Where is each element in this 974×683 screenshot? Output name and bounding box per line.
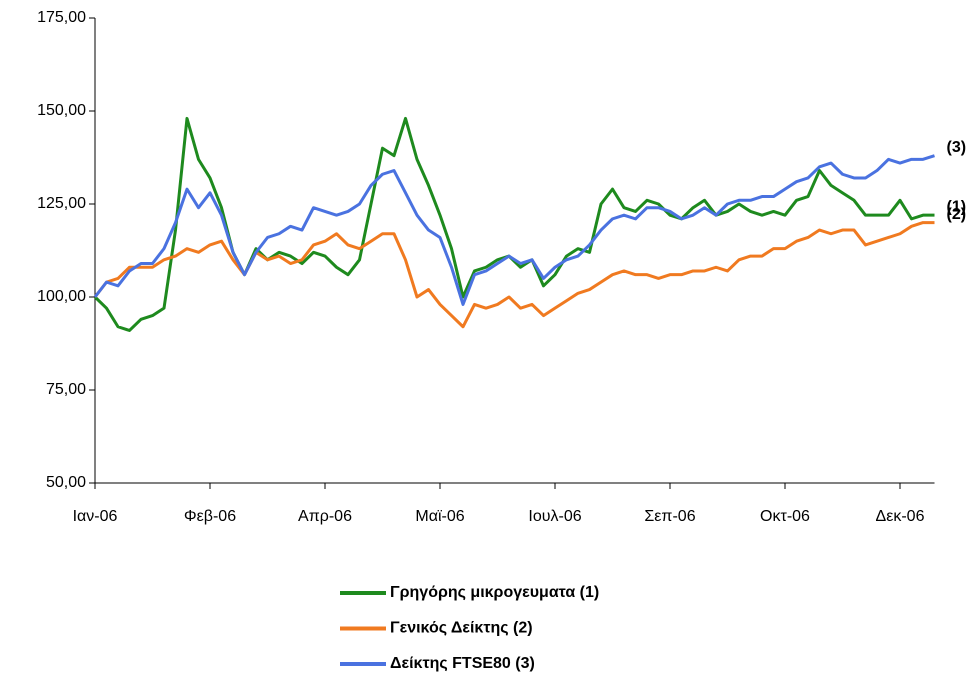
y-tick-label: 175,00 [37,9,86,26]
x-tick-label: Φεβ-06 [184,508,236,525]
legend-label: Γενικός Δείκτης (2) [390,620,533,637]
legend-label: Γρηγόρης μικρογευματα (1) [390,584,599,601]
x-tick-label: Σεπ-06 [644,508,695,525]
series-line [93,154,935,306]
x-tick-label: Οκτ-06 [760,508,810,525]
x-tick-label: Ιουλ-06 [528,508,581,525]
series-line [93,116,935,332]
x-tick-label: Μαϊ-06 [415,508,464,525]
x-tick-label: Απρ-06 [298,508,352,525]
y-tick-label: 50,00 [46,474,86,491]
y-tick-label: 100,00 [37,288,86,305]
series-line [93,221,935,329]
legend-label: Δείκτης FTSE80 (3) [390,655,535,672]
y-tick-label: 150,00 [37,102,86,119]
x-tick-label: Ιαν-06 [73,508,118,525]
y-tick-label: 75,00 [46,381,86,398]
end-label: (1) [947,198,967,215]
end-label: (2) [947,206,967,223]
y-tick-label: 125,00 [37,195,86,212]
end-label: (3) [947,139,967,156]
x-tick-label: Δεκ-06 [876,508,925,525]
